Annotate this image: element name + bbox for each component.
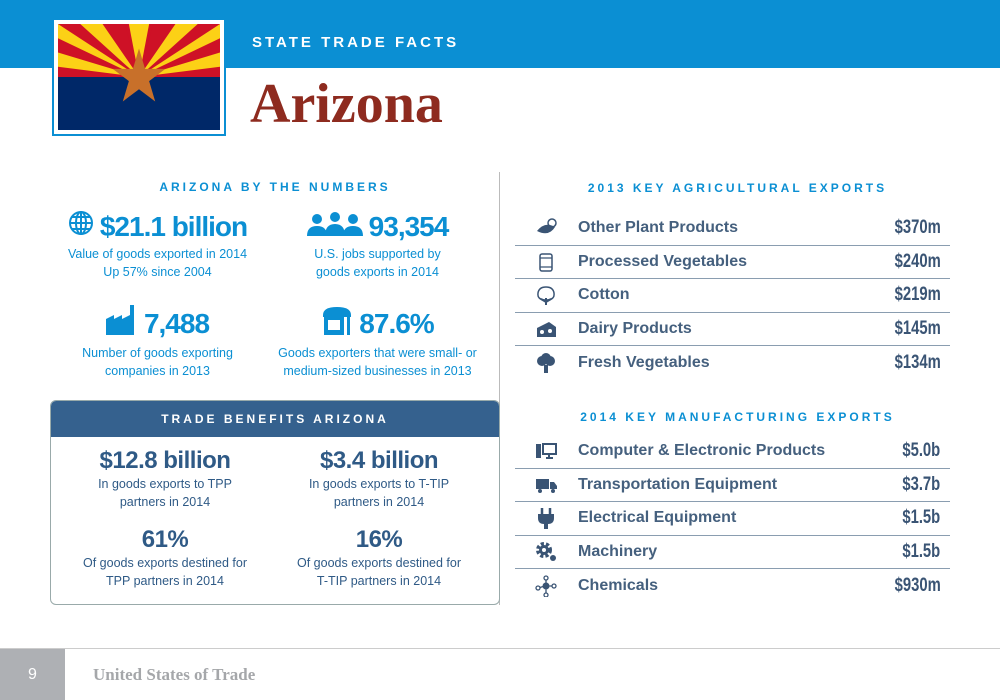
list-item: Other Plant Products $370m [515,212,950,246]
benefit-stat: $3.4 billion In goods exports to T-TIP par… [269,447,489,511]
stat-desc: medium-sized businesses in 2013 [283,364,472,378]
list-item: Computer & Electronic Products $5.0b [515,435,950,469]
item-value: $219m [894,284,941,306]
divider [499,172,500,605]
item-value: $5.0b [902,440,941,462]
plug-icon [519,507,578,530]
stat-value: 7,488 [143,307,210,339]
workers-icon [306,210,363,243]
benefit-value: 61% [141,526,189,553]
stat-companies: 7,488 Number of goods exporting companies… [50,305,265,380]
list-item: Machinery $1.5b [515,536,950,569]
page-title: Arizona [250,73,443,135]
stat-desc: Goods exporters that were small- or [278,346,477,360]
item-label: Electrical Equipment [578,509,737,527]
item-label: Machinery [578,542,658,560]
item-label: Processed Vegetables [578,252,747,270]
benefit-value: $12.8 billion [99,447,231,474]
page-number: 9 [0,649,65,700]
gears-icon [519,541,578,563]
list-item: Cotton $219m [515,279,950,313]
item-value: $1.5b [902,507,941,529]
factory-icon [105,305,138,342]
benefit-desc: Of goods exports destined for [83,556,247,570]
stat-value: 87.6% [359,307,434,339]
benefit-desc: In goods exports to TPP [98,477,232,491]
stat-desc: Up 57% since 2004 [103,265,212,279]
benefit-desc: partners in 2014 [333,495,425,509]
item-value: $930m [894,574,941,596]
manufacturing-heading: 2014 KEY MANUFACTURING EXPORTS [580,410,895,424]
benefit-desc: Of goods exports destined for [297,556,461,570]
item-value: $3.7b [902,473,941,495]
list-item: Chemicals $930m [515,569,950,603]
item-label: Chemicals [578,576,659,594]
leaves-icon [519,217,578,239]
item-value: $1.5b [902,540,941,562]
benefit-stat: 61% Of goods exports destined for TPP part… [55,526,275,590]
item-label: Dairy Products [578,319,692,337]
stat-jobs: 93,354 U.S. jobs supported by goods expor… [265,210,490,281]
list-item: Processed Vegetables $240m [515,246,950,279]
stat-desc: Number of goods exporting [82,346,233,360]
list-item: Fresh Vegetables $134m [515,346,950,380]
agricultural-heading: 2013 KEY AGRICULTURAL EXPORTS [587,181,888,195]
item-value: $370m [894,217,941,239]
stat-value: $21.1 billion [99,210,248,242]
list-item: Electrical Equipment $1.5b [515,502,950,536]
truck-icon [519,474,578,496]
item-label: Transportation Equipment [578,475,778,493]
stat-value: 93,354 [368,210,450,242]
by-numbers-heading: ARIZONA BY THE NUMBERS [159,180,391,194]
trade-benefits-box: TRADE BENEFITS ARIZONA $12.8 billion In g… [50,400,500,605]
benefit-value: 16% [355,526,403,553]
item-label: Fresh Vegetables [578,353,710,371]
computer-icon [519,440,578,462]
globe-icon [68,210,94,243]
benefit-desc: In goods exports to T-TIP [308,477,450,491]
item-label: Other Plant Products [578,219,739,237]
benefit-stat: $12.8 billion In goods exports to TPP part… [55,447,275,511]
stat-desc: companies in 2013 [105,364,210,378]
footer-divider [0,648,1000,649]
benefit-stat: 16% Of goods exports destined for T-TIP pa… [269,526,489,590]
cotton-icon [519,284,578,306]
storefront-icon [321,305,353,342]
item-value: $240m [894,250,941,272]
stat-exports: $21.1 billion Value of goods exported in… [50,210,265,281]
item-label: Computer & Electronic Products [578,442,826,460]
broccoli-icon [519,352,578,374]
kicker: STATE TRADE FACTS [252,34,460,51]
stat-desc: goods exports in 2014 [315,265,439,279]
item-label: Cotton [578,286,630,304]
agricultural-list: Other Plant Products $370m Processed Veget… [515,212,950,380]
cheese-icon [519,318,578,340]
benefit-desc: partners in 2014 [119,495,211,509]
trade-benefits-heading: TRADE BENEFITS ARIZONA [51,401,499,437]
arizona-flag [52,18,226,136]
can-icon [519,251,578,273]
molecule-icon [519,575,578,597]
list-item: Dairy Products $145m [515,313,950,346]
benefit-desc: T-TIP partners in 2014 [316,574,442,588]
item-value: $134m [894,351,941,373]
benefit-desc: TPP partners in 2014 [106,574,224,588]
footer-title: United States of Trade [93,665,256,684]
stat-small-business: 87.6% Goods exporters that were small- o… [265,305,490,380]
list-item: Transportation Equipment $3.7b [515,469,950,502]
item-value: $145m [894,317,941,339]
stat-desc: Value of goods exported in 2014 [67,247,248,261]
manufacturing-list: Computer & Electronic Products $5.0b Trans… [515,435,950,603]
stat-desc: U.S. jobs supported by [314,247,441,261]
benefit-value: $3.4 billion [319,447,439,474]
